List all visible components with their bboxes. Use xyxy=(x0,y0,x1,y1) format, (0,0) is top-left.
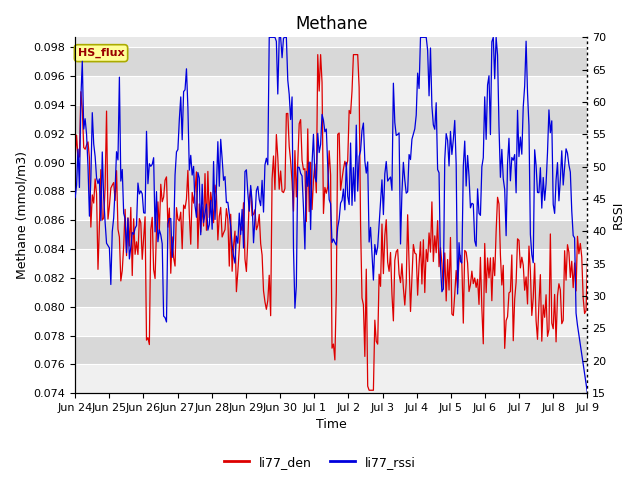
X-axis label: Time: Time xyxy=(316,419,347,432)
Bar xyxy=(75,76,588,105)
Bar xyxy=(75,163,588,192)
Legend: li77_den, li77_rssi: li77_den, li77_rssi xyxy=(219,451,421,474)
Bar xyxy=(75,105,588,134)
Bar xyxy=(75,249,588,278)
Y-axis label: Methane (mmol/m3): Methane (mmol/m3) xyxy=(15,151,28,279)
Y-axis label: RSSI: RSSI xyxy=(612,201,625,229)
Bar xyxy=(75,278,588,307)
Bar xyxy=(75,364,588,393)
Bar xyxy=(75,48,588,76)
Text: HS_flux: HS_flux xyxy=(77,48,124,58)
Bar xyxy=(75,307,588,336)
Bar xyxy=(75,336,588,364)
Bar xyxy=(75,192,588,220)
Title: Methane: Methane xyxy=(295,15,367,33)
Bar xyxy=(75,134,588,163)
Bar xyxy=(75,220,588,249)
